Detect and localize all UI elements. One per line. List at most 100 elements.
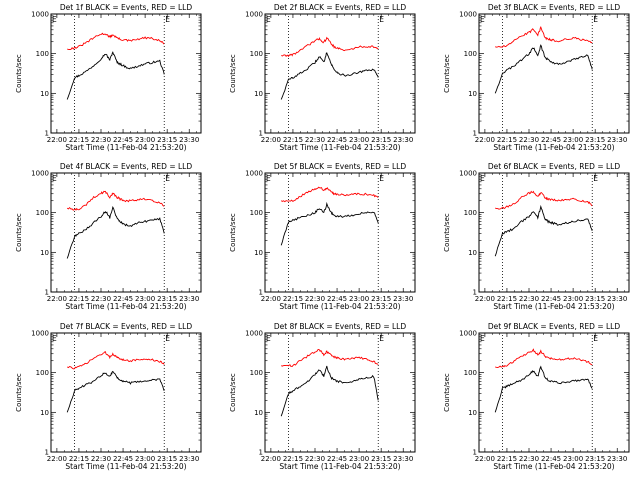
y-axis-label: Counts/sec	[229, 213, 237, 252]
y-tick-label: 1000	[31, 11, 49, 19]
x-tick-label: 22:30	[519, 455, 539, 463]
panel-title: Det 6f BLACK = Events, RED = LLD	[488, 162, 621, 171]
x-tick-label: 23:15	[585, 295, 605, 303]
interval-marker-label: E	[266, 15, 271, 24]
series-events-line	[494, 365, 593, 413]
interval-marker-label: E	[480, 15, 485, 24]
series-lld-line	[280, 186, 379, 203]
y-tick-label: 1	[45, 289, 49, 297]
x-tick-label: 23:00	[135, 295, 155, 303]
y-axis-label: Counts/sec	[443, 213, 451, 252]
y-tick-label: 1	[259, 449, 263, 457]
x-tick-label: 22:15	[497, 455, 517, 463]
x-tick-label: 23:00	[349, 136, 369, 144]
x-tick-label: 23:00	[349, 455, 369, 463]
y-tick-label: 1	[473, 130, 477, 138]
panel-det-2: Det 2f BLACK = Events, RED = LLD 1 10 100 10…	[229, 3, 416, 152]
x-axis-label: Start Time (11-Feb-04 21:53:20)	[65, 143, 186, 152]
series-lld-line	[495, 190, 593, 210]
y-tick-label: 100	[250, 209, 263, 217]
y-tick-label: 100	[36, 50, 49, 58]
y-axis-label: Counts/sec	[15, 213, 23, 252]
y-tick-label: 1	[259, 289, 263, 297]
y-tick-label: 100	[250, 369, 263, 377]
plot-frame	[264, 13, 416, 134]
y-tick-label: 10	[254, 409, 263, 417]
series-events-line	[280, 52, 379, 100]
interval-marker-label: E	[379, 15, 384, 24]
x-tick-label: 22:45	[113, 295, 133, 303]
y-tick-label: 1000	[31, 170, 49, 178]
series-lld-line	[281, 36, 379, 58]
x-tick-label: 23:00	[563, 455, 583, 463]
interval-marker-label: E	[480, 334, 485, 343]
x-tick-label: 23:15	[371, 295, 391, 303]
y-tick-label: 1000	[245, 170, 263, 178]
interval-marker-label: E	[52, 174, 57, 183]
series-events-line	[494, 44, 593, 94]
series-lld-line	[66, 351, 165, 370]
x-tick-label: 22:30	[91, 455, 111, 463]
x-tick-label: 23:30	[393, 136, 413, 144]
y-tick-label: 100	[464, 50, 477, 58]
y-tick-label: 1	[473, 289, 477, 297]
panel-title: Det 8f BLACK = Events, RED = LLD	[274, 322, 407, 331]
x-tick-label: 22:15	[69, 455, 89, 463]
y-axis-label: Counts/sec	[15, 373, 23, 412]
x-tick-label: 22:30	[305, 455, 325, 463]
y-tick-label: 10	[468, 409, 477, 417]
x-tick-label: 23:30	[179, 455, 199, 463]
y-tick-label: 100	[464, 369, 477, 377]
x-tick-label: 23:00	[563, 136, 583, 144]
interval-marker-label: E	[266, 174, 271, 183]
series-lld-line	[495, 26, 593, 48]
x-tick-label: 23:00	[349, 295, 369, 303]
x-tick-label: 22:45	[541, 295, 561, 303]
y-tick-label: 10	[254, 90, 263, 98]
x-tick-label: 23:30	[393, 295, 413, 303]
plot-frame	[50, 13, 202, 134]
y-tick-label: 10	[254, 249, 263, 257]
x-tick-label: 23:15	[157, 295, 177, 303]
y-axis-label: Counts/sec	[229, 54, 237, 93]
x-tick-label: 22:15	[283, 295, 303, 303]
x-tick-label: 23:30	[607, 136, 627, 144]
x-tick-label: 22:15	[283, 455, 303, 463]
panel-det-9: Det 9f BLACK = Events, RED = LLD 1 10 100 10…	[443, 322, 630, 471]
x-tick-label: 23:15	[371, 455, 391, 463]
interval-marker-label: E	[480, 174, 485, 183]
x-tick-label: 22:45	[541, 136, 561, 144]
series-lld-line	[67, 32, 165, 50]
interval-marker-label: E	[593, 15, 598, 24]
x-tick-label: 22:30	[91, 295, 111, 303]
plot-frame	[264, 332, 416, 453]
panel-title: Det 4f BLACK = Events, RED = LLD	[60, 162, 193, 171]
y-tick-label: 100	[36, 369, 49, 377]
series-lld-line	[495, 348, 593, 368]
x-tick-label: 23:00	[563, 295, 583, 303]
interval-marker-label: E	[593, 174, 598, 183]
y-axis-label: Counts/sec	[443, 54, 451, 93]
y-tick-label: 1000	[459, 170, 477, 178]
x-tick-label: 22:45	[113, 455, 133, 463]
y-tick-label: 1000	[459, 330, 477, 338]
y-tick-label: 10	[468, 90, 477, 98]
panel-title: Det 5f BLACK = Events, RED = LLD	[274, 162, 407, 171]
x-tick-label: 22:45	[541, 455, 561, 463]
x-tick-label: 22:00	[47, 295, 67, 303]
x-tick-label: 22:45	[113, 136, 133, 144]
x-tick-label: 22:00	[261, 136, 281, 144]
x-tick-label: 22:15	[69, 295, 89, 303]
x-tick-label: 23:00	[135, 455, 155, 463]
series-events-line	[280, 365, 379, 417]
y-tick-label: 10	[468, 249, 477, 257]
x-tick-label: 22:30	[305, 295, 325, 303]
panel-det-1: Det 1f BLACK = Events, RED = LLD 1 10 100 10…	[15, 3, 202, 152]
x-tick-label: 23:15	[157, 455, 177, 463]
panel-det-5: Det 5f BLACK = Events, RED = LLD 1 10 100 10…	[229, 162, 416, 311]
interval-marker-label: E	[165, 334, 170, 343]
panel-title: Det 3f BLACK = Events, RED = LLD	[488, 3, 621, 12]
x-tick-label: 22:00	[47, 136, 67, 144]
x-tick-label: 23:30	[393, 455, 413, 463]
y-tick-label: 1	[259, 130, 263, 138]
